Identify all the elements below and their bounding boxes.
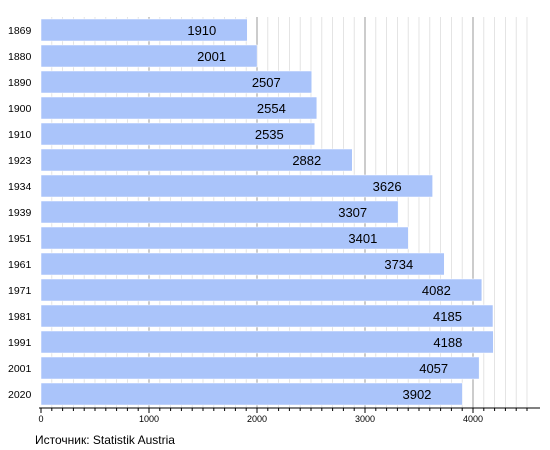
value-label-2020: 3902 — [402, 387, 431, 402]
x-tick-label-4000: 4000 — [463, 414, 483, 424]
bar-1981 — [40, 304, 494, 328]
category-label-1900: 1900 — [8, 103, 32, 115]
category-label-1934: 1934 — [8, 181, 32, 193]
bar-1961 — [40, 252, 445, 276]
category-label-1923: 1923 — [8, 155, 32, 167]
bar-2001 — [40, 356, 480, 380]
bar-1991 — [40, 330, 494, 354]
value-label-1910: 2535 — [255, 127, 284, 142]
bar-1880 — [40, 44, 258, 68]
bar-1890 — [40, 70, 313, 94]
value-label-1869: 1910 — [187, 23, 216, 38]
value-label-1951: 3401 — [348, 231, 377, 246]
category-label-1890: 1890 — [8, 77, 32, 89]
value-label-1934: 3626 — [373, 179, 402, 194]
x-tick-label-1000: 1000 — [139, 414, 159, 424]
category-label-1910: 1910 — [8, 129, 32, 141]
value-label-1890: 2507 — [252, 75, 281, 90]
value-label-1991: 4188 — [433, 335, 462, 350]
bar-1910 — [40, 122, 316, 146]
category-label-2001: 2001 — [8, 363, 32, 375]
bar-2020 — [40, 382, 463, 406]
bar-1869 — [40, 18, 248, 42]
bar-1900 — [40, 96, 318, 120]
value-label-1900: 2554 — [257, 101, 286, 116]
value-labels: 1910 2001 2507 2554 2535 2882 3626 3307 3401 3734… — [187, 23, 462, 402]
bars — [40, 18, 494, 406]
value-label-1923: 2882 — [292, 153, 321, 168]
category-label-1961: 1961 — [8, 259, 32, 271]
source-note: Источник: Statistik Austria — [35, 433, 175, 447]
category-label-1991: 1991 — [8, 337, 32, 349]
value-label-1939: 3307 — [338, 205, 367, 220]
bar-1971 — [40, 278, 483, 302]
category-label-1939: 1939 — [8, 207, 32, 219]
category-label-2020: 2020 — [8, 389, 32, 401]
bar-1939 — [40, 200, 399, 224]
bar-1951 — [40, 226, 409, 250]
bar-1934 — [40, 174, 433, 198]
value-label-1961: 3734 — [384, 257, 413, 272]
value-label-1981: 4185 — [433, 309, 462, 324]
x-tick-label-2000: 2000 — [247, 414, 267, 424]
value-label-2001: 4057 — [419, 361, 448, 376]
category-labels: 1869 1880 1890 1900 1910 1923 1934 1939 1951 1961… — [8, 25, 32, 401]
category-label-1971: 1971 — [8, 285, 32, 297]
x-axis: 0 1000 2000 3000 4000 — [38, 407, 540, 424]
bar-1923 — [40, 148, 353, 172]
x-tick-label-0: 0 — [38, 414, 43, 424]
category-label-1869: 1869 — [8, 25, 32, 37]
value-label-1880: 2001 — [197, 49, 226, 64]
x-tick-label-3000: 3000 — [355, 414, 375, 424]
category-label-1981: 1981 — [8, 311, 32, 323]
category-label-1880: 1880 — [8, 51, 32, 63]
value-label-1971: 4082 — [422, 283, 451, 298]
category-label-1951: 1951 — [8, 233, 32, 245]
